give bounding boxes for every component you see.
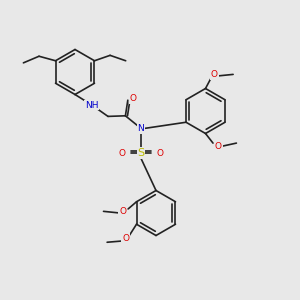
Text: O: O — [215, 142, 222, 151]
Text: N: N — [138, 124, 144, 133]
Text: O: O — [211, 70, 218, 79]
Text: O: O — [156, 148, 164, 158]
Text: S: S — [137, 148, 145, 158]
Text: O: O — [130, 94, 137, 103]
Text: O: O — [122, 234, 129, 243]
Text: O: O — [118, 148, 126, 158]
Text: NH: NH — [85, 100, 98, 109]
Text: O: O — [119, 207, 126, 216]
